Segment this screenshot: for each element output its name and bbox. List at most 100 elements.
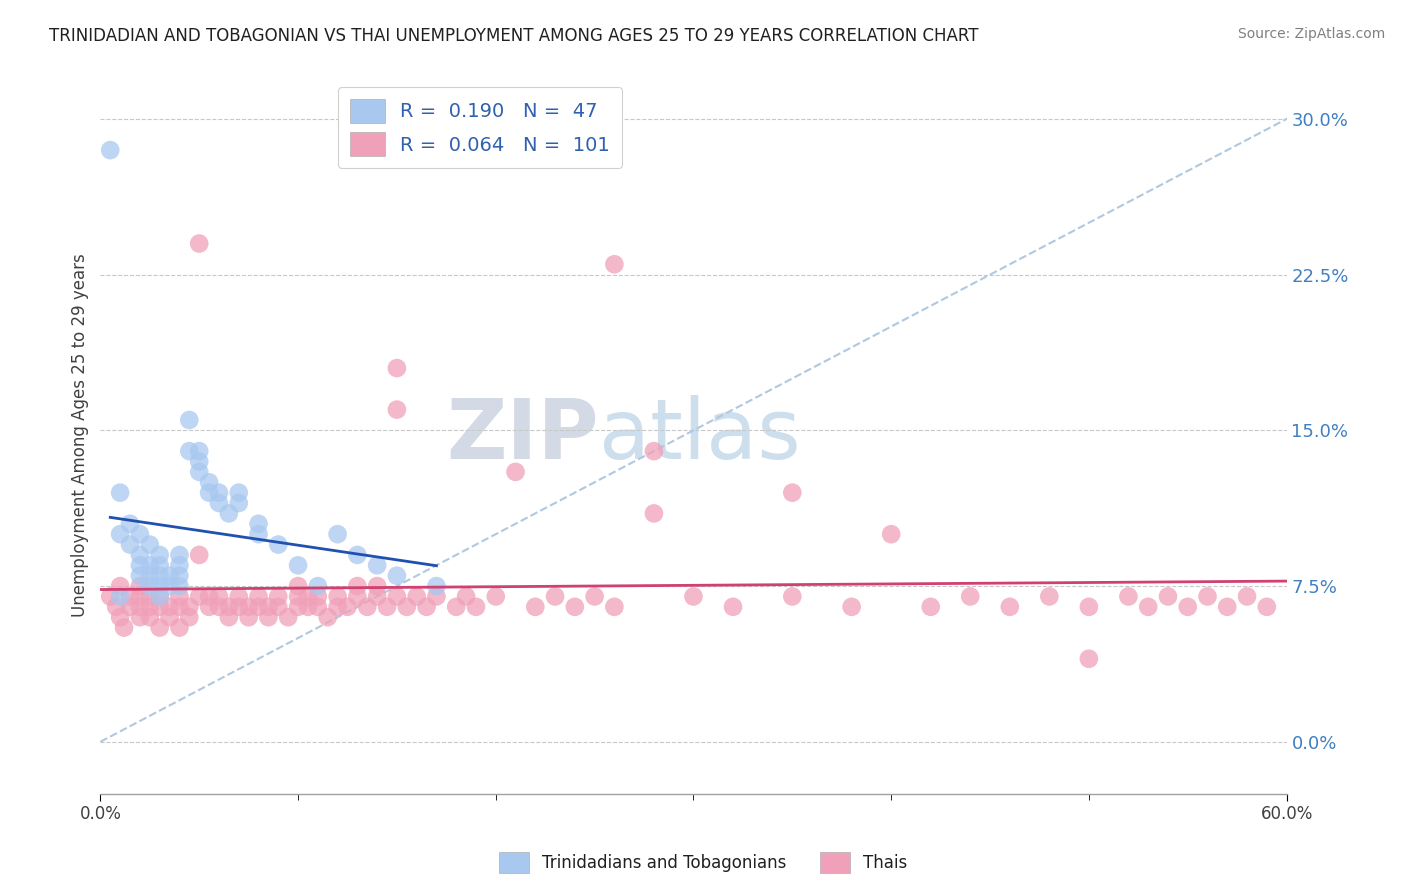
Legend: R =  0.190   N =  47, R =  0.064   N =  101: R = 0.190 N = 47, R = 0.064 N = 101 xyxy=(337,87,621,168)
Point xyxy=(425,579,447,593)
Point xyxy=(356,599,378,614)
Point xyxy=(208,496,231,510)
Point xyxy=(238,610,260,624)
Point xyxy=(169,568,191,582)
Point xyxy=(139,537,162,551)
Point xyxy=(108,579,131,593)
Point xyxy=(149,568,172,582)
Point xyxy=(385,590,408,604)
Point xyxy=(336,599,359,614)
Point xyxy=(564,599,586,614)
Point xyxy=(603,257,626,271)
Text: ZIP: ZIP xyxy=(446,395,599,476)
Point xyxy=(159,610,181,624)
Point xyxy=(98,143,121,157)
Point xyxy=(139,579,162,593)
Point xyxy=(524,599,547,614)
Point xyxy=(1236,590,1258,604)
Point xyxy=(169,548,191,562)
Point xyxy=(485,590,508,604)
Point xyxy=(139,610,162,624)
Point xyxy=(1038,590,1060,604)
Text: Source: ZipAtlas.com: Source: ZipAtlas.com xyxy=(1237,27,1385,41)
Point xyxy=(188,590,211,604)
Point xyxy=(179,444,201,458)
Point xyxy=(316,610,339,624)
Point xyxy=(267,590,290,604)
Point xyxy=(1118,590,1140,604)
Point xyxy=(920,599,942,614)
Point xyxy=(415,599,437,614)
Point xyxy=(108,485,131,500)
Point xyxy=(257,599,280,614)
Point xyxy=(149,579,172,593)
Point xyxy=(782,590,804,604)
Point xyxy=(643,444,665,458)
Point xyxy=(287,558,309,573)
Point xyxy=(247,599,270,614)
Point xyxy=(366,590,388,604)
Point xyxy=(1256,599,1278,614)
Point xyxy=(149,548,172,562)
Point xyxy=(128,590,150,604)
Point xyxy=(108,590,131,604)
Point xyxy=(169,599,191,614)
Point xyxy=(1077,651,1099,665)
Point xyxy=(198,590,221,604)
Point xyxy=(425,590,447,604)
Point xyxy=(188,236,211,251)
Point xyxy=(682,590,704,604)
Point xyxy=(247,516,270,531)
Point xyxy=(228,590,250,604)
Point xyxy=(257,610,280,624)
Point xyxy=(346,590,368,604)
Point xyxy=(228,485,250,500)
Point xyxy=(297,590,319,604)
Point xyxy=(149,558,172,573)
Point xyxy=(375,599,398,614)
Point xyxy=(267,537,290,551)
Point xyxy=(405,590,427,604)
Legend: Trinidadians and Tobagonians, Thais: Trinidadians and Tobagonians, Thais xyxy=(492,846,914,880)
Point xyxy=(228,599,250,614)
Point xyxy=(1157,590,1180,604)
Text: TRINIDADIAN AND TOBAGONIAN VS THAI UNEMPLOYMENT AMONG AGES 25 TO 29 YEARS CORREL: TRINIDADIAN AND TOBAGONIAN VS THAI UNEMP… xyxy=(49,27,979,45)
Point xyxy=(385,568,408,582)
Point xyxy=(346,548,368,562)
Point xyxy=(188,454,211,468)
Point xyxy=(366,579,388,593)
Point xyxy=(208,599,231,614)
Point xyxy=(188,548,211,562)
Point xyxy=(346,579,368,593)
Point xyxy=(98,590,121,604)
Point xyxy=(159,568,181,582)
Point xyxy=(149,590,172,604)
Point xyxy=(465,599,488,614)
Point xyxy=(287,579,309,593)
Point xyxy=(198,475,221,490)
Point xyxy=(287,590,309,604)
Point xyxy=(307,590,329,604)
Point xyxy=(118,516,141,531)
Point xyxy=(267,599,290,614)
Point xyxy=(128,610,150,624)
Point xyxy=(139,568,162,582)
Point xyxy=(544,590,567,604)
Point xyxy=(603,599,626,614)
Point xyxy=(385,361,408,376)
Point xyxy=(218,507,240,521)
Text: atlas: atlas xyxy=(599,395,800,476)
Point xyxy=(128,599,150,614)
Point xyxy=(307,579,329,593)
Point xyxy=(307,599,329,614)
Point xyxy=(208,590,231,604)
Point xyxy=(880,527,903,541)
Point xyxy=(721,599,744,614)
Point xyxy=(841,599,863,614)
Point xyxy=(218,599,240,614)
Point xyxy=(1177,599,1199,614)
Point xyxy=(395,599,418,614)
Point xyxy=(139,558,162,573)
Point xyxy=(179,413,201,427)
Point xyxy=(297,599,319,614)
